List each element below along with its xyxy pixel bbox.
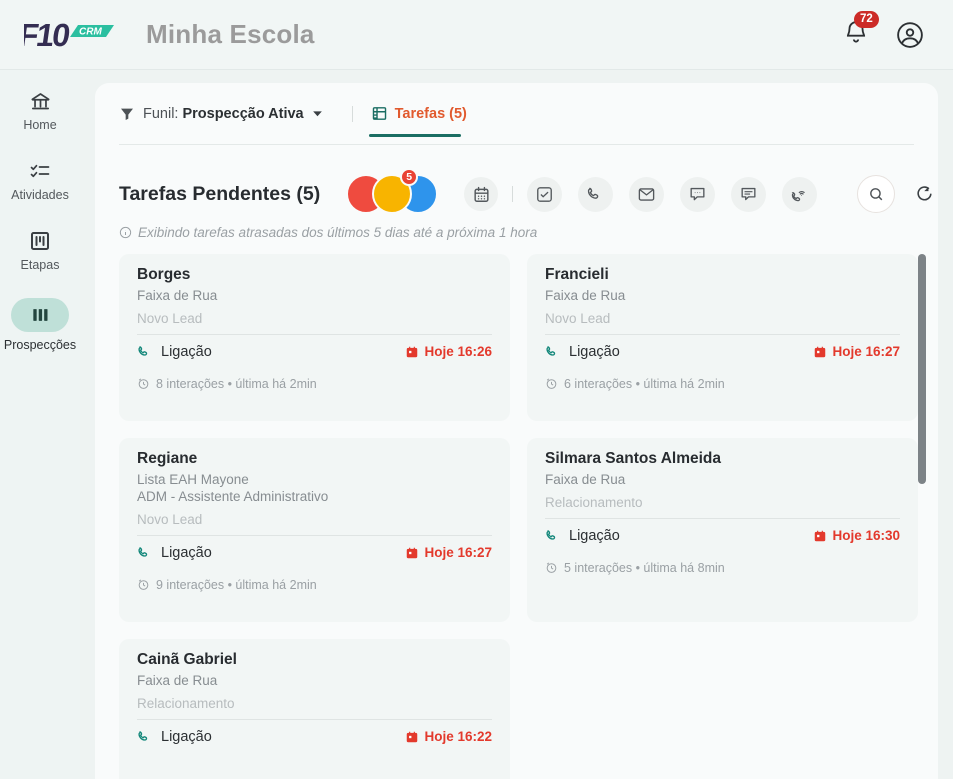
svg-text:CRM: CRM — [79, 26, 102, 37]
svg-text:F10: F10 — [24, 17, 72, 53]
